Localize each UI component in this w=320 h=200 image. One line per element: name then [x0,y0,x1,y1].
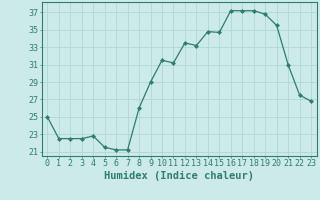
X-axis label: Humidex (Indice chaleur): Humidex (Indice chaleur) [104,171,254,181]
